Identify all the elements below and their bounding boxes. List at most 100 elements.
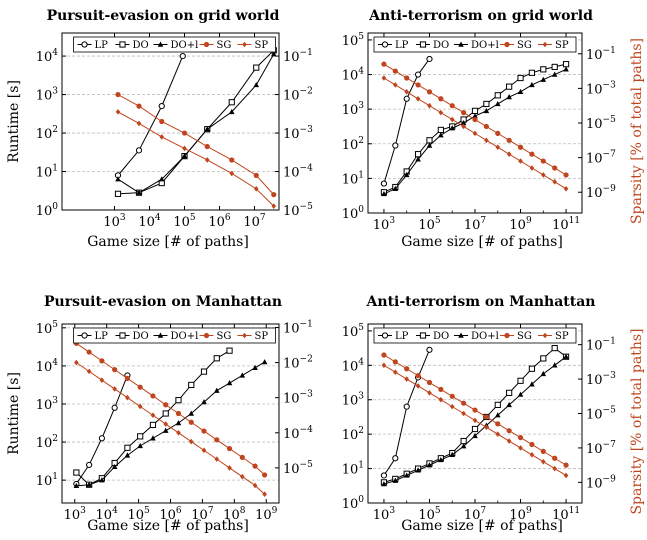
point-do <box>228 99 235 106</box>
y-tick-label: 102 <box>36 125 58 142</box>
point-sg <box>86 349 92 355</box>
point-lp <box>380 180 388 187</box>
y2-tick-label: 10−2 <box>283 87 313 104</box>
point-sp <box>495 431 501 437</box>
point-sg <box>214 437 220 443</box>
point-sg <box>449 103 455 109</box>
point-do <box>540 355 547 362</box>
plot-frame <box>367 32 583 214</box>
chart-title: Pursuit-evasion on Manhattan <box>44 294 282 310</box>
point-do <box>528 69 536 76</box>
series-line-sg <box>76 342 265 476</box>
point-sp <box>552 465 557 472</box>
point-do <box>437 126 444 134</box>
y-tick-label: 102 <box>342 136 364 153</box>
legend-marker <box>419 41 427 48</box>
point-do-l <box>540 370 547 377</box>
point-do-l <box>392 477 399 483</box>
y-tick-label: 103 <box>342 392 365 409</box>
chart-panel-3: 103 104 105 106 107 108 109 101 102 103 104 105 10−5… <box>6 294 313 534</box>
point-sg <box>552 165 558 171</box>
y2-tick-label: 10−1 <box>283 320 313 337</box>
point-sg <box>115 91 121 98</box>
point-sp <box>529 165 535 171</box>
point-sg <box>239 454 245 460</box>
legend-label: DO+l <box>471 40 499 51</box>
x-tick-label: 105 <box>418 216 441 233</box>
point-sp <box>150 412 156 419</box>
legend-marker <box>419 332 427 339</box>
legend-marker <box>542 41 548 48</box>
y-tick-label: 104 <box>36 48 59 65</box>
point-do-l <box>517 88 524 95</box>
point-sg <box>495 130 501 136</box>
point-do <box>124 444 131 451</box>
y-tick-label: 105 <box>36 320 59 337</box>
plot-frame <box>61 323 280 504</box>
point-sg <box>483 414 489 420</box>
point-sp <box>99 377 105 383</box>
point-lp <box>98 435 105 442</box>
y2-tick-label: 10−5 <box>586 115 616 132</box>
legend-marker <box>381 41 389 48</box>
point-do-l <box>86 481 92 487</box>
legend-label: SG <box>517 331 532 342</box>
point-sp <box>201 447 207 454</box>
point-sg <box>540 158 546 164</box>
y2-tick-label: 10−3 <box>283 125 313 142</box>
point-do-l <box>494 100 501 107</box>
point-sp <box>393 82 398 88</box>
point-do <box>540 66 547 73</box>
chart-panel-1: 103 104 105 106 107 100 101 102 103 104 10−5 10−4 10… <box>6 8 313 250</box>
point-sp <box>240 473 245 480</box>
point-sg <box>506 137 512 143</box>
point-sp <box>415 383 421 389</box>
point-sp <box>438 109 444 116</box>
point-lp <box>86 461 93 469</box>
point-do <box>494 401 501 408</box>
y-tick-label: 103 <box>342 101 365 118</box>
point-do-l <box>517 391 524 397</box>
point-sp <box>461 410 466 417</box>
legend: LP DO DO+l SG SP <box>373 36 577 53</box>
point-sp <box>461 123 466 130</box>
point-sg <box>472 407 478 413</box>
point-do-l <box>137 442 143 449</box>
point-sp <box>540 172 546 178</box>
point-sg <box>529 441 535 448</box>
y2-tick-label: 10−9 <box>586 474 616 491</box>
point-sg <box>112 367 118 373</box>
point-sg <box>381 61 387 67</box>
point-lp <box>426 346 433 353</box>
y-tick-label: 104 <box>36 358 59 375</box>
point-do-l <box>136 189 142 195</box>
point-do-l <box>73 482 80 489</box>
y2-axis-label: Sparsity [% of total paths] <box>629 328 645 514</box>
legend-label: SG <box>217 40 232 51</box>
point-sg <box>381 352 387 358</box>
point-sp <box>176 430 181 436</box>
point-sp <box>182 145 187 152</box>
point-do <box>528 365 536 372</box>
point-lp <box>179 52 186 60</box>
point-do-l <box>551 71 558 77</box>
point-sg <box>517 434 524 441</box>
x-axis-label: Game size [# of paths] <box>401 518 563 534</box>
point-do-l <box>551 362 558 368</box>
point-sg <box>426 379 433 386</box>
point-do-l <box>506 401 512 408</box>
legend-label: DO <box>433 40 449 51</box>
point-sp <box>518 158 523 164</box>
y2-tick-label: 10−1 <box>586 337 616 354</box>
point-do-l <box>472 113 478 119</box>
x-tick-label: 1011 <box>552 216 580 233</box>
point-do-l <box>403 472 410 478</box>
y2-tick-label: 10−7 <box>586 150 616 167</box>
point-sg <box>506 428 512 434</box>
point-sg <box>201 428 207 434</box>
point-do-l <box>381 190 387 197</box>
point-sp <box>438 396 444 403</box>
point-do-l <box>381 481 387 487</box>
point-do-l <box>483 107 490 114</box>
legend-marker <box>81 332 88 339</box>
